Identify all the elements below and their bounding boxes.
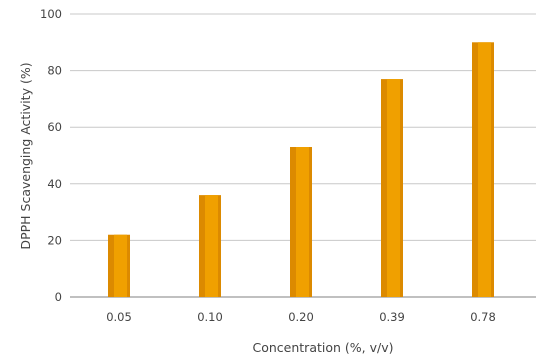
y-tick-label: 80: [47, 64, 62, 78]
x-tick-label: 0.78: [470, 310, 496, 324]
bar-highlight: [205, 195, 218, 297]
bar-highlight: [114, 234, 127, 297]
x-tick-label: 0.05: [106, 310, 132, 324]
x-tick-labels: 0.05 0.10 0.20 0.39 0.78: [106, 310, 496, 324]
x-axis-title: Concentration (%, v/v): [253, 340, 394, 355]
y-tick-label: 20: [47, 233, 62, 247]
bar-0.39: [381, 79, 403, 297]
bar-0.10: [199, 195, 221, 297]
y-tick-label: 40: [47, 177, 62, 191]
y-tick-label: 60: [47, 120, 62, 134]
bar-0.05: [108, 234, 130, 297]
y-axis-title: DPPH Scavenging Activity (%): [18, 62, 33, 249]
y-tick-labels: 0 20 40 60 80 100: [40, 7, 62, 304]
bar-highlight: [478, 42, 491, 297]
bar-highlight: [387, 79, 400, 297]
bar-highlight: [296, 147, 309, 297]
bar-0.20: [290, 147, 312, 297]
bars: [108, 42, 494, 297]
x-tick-label: 0.20: [288, 310, 314, 324]
x-tick-label: 0.39: [379, 310, 405, 324]
bar-0.78: [472, 42, 494, 297]
x-tick-label: 0.10: [197, 310, 223, 324]
y-tick-label: 0: [55, 290, 62, 304]
y-tick-label: 100: [40, 7, 62, 21]
